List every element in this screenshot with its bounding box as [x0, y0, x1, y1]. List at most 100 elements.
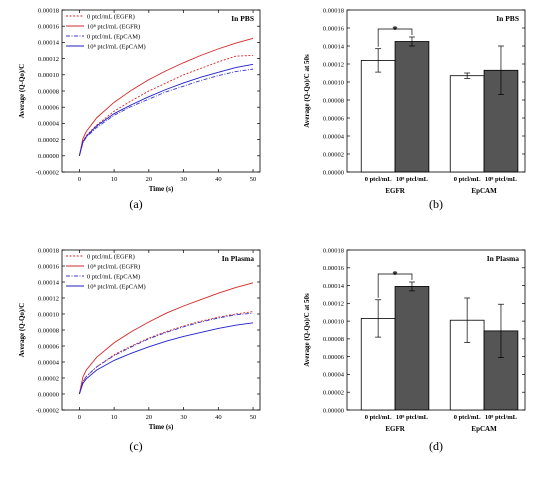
category-label-b-0-1: 10⁸ ptcl/mL	[396, 176, 429, 183]
y-tick-label-d: 0.00010	[323, 318, 344, 325]
plot-frame-d	[346, 249, 526, 411]
y-tick-label-c: 0.00018	[38, 247, 59, 254]
y-tick-label-c: 0.00010	[38, 311, 59, 318]
y-tick-label-d: 0.00016	[323, 265, 345, 272]
y-tick-label-b: 0.00018	[323, 7, 344, 14]
x-axis-label-a: Time (s)	[149, 185, 174, 193]
y-tick-label-a: -0.00002	[36, 169, 59, 176]
x-tick-label-c: 50	[250, 414, 257, 421]
category-label-d-0-0: 0 ptcl/mL	[365, 414, 393, 421]
group-label-b-1: EpCAM	[471, 187, 497, 195]
y-tick-label-b: 0.00006	[323, 115, 345, 122]
x-tick-label-a: 30	[180, 176, 187, 183]
significance-star-b: *	[392, 24, 398, 36]
legend-entry-c-3: 10⁸ ptcl/mL (EpCAM)	[87, 283, 146, 290]
y-tick-label-d: 0.00004	[323, 372, 345, 379]
panel-label-a: (a)	[129, 197, 142, 211]
bar-b-0-1	[394, 41, 430, 173]
series-line-a-0	[78, 54, 254, 156]
x-axis-label-c: Time (s)	[149, 423, 174, 431]
series-line-a-1	[78, 37, 254, 156]
y-tick-label-c: 0.00016	[38, 263, 60, 270]
y-tick-label-b: 0.00002	[323, 151, 344, 158]
group-label-d-0: EGFR	[385, 425, 405, 433]
legend-entry-a-1: 10⁸ ptcl/mL (EGFR)	[87, 23, 140, 30]
line-chart-a: -0.00002 0.00000 0.00002 0.00004 0.00006 0.00…	[18, 7, 261, 193]
y-tick-label-c: 0.00000	[38, 391, 59, 398]
y-tick-label-a: 0.00004	[38, 121, 60, 128]
significance-bracket-d	[377, 273, 413, 298]
y-tick-label-d: 0.00008	[323, 336, 344, 343]
y-tick-label-d: 0.00018	[323, 247, 344, 254]
legend-entry-a-3: 10⁸ ptcl/mL (EpCAM)	[87, 43, 146, 50]
y-tick-label-a: 0.00016	[38, 24, 60, 31]
y-axis-label-d: Average (Q-Qo)/C at 50s	[303, 293, 311, 367]
x-tick-label-c: 20	[146, 414, 153, 421]
y-tick-label-b: 0.00014	[323, 43, 345, 50]
x-tick-label-a: 40	[215, 176, 222, 183]
series-line-c-1	[78, 282, 254, 395]
bar-b-1-0	[449, 75, 485, 173]
x-tick-label-c: 30	[180, 414, 187, 421]
x-tick-label-c: 40	[215, 414, 222, 421]
x-tick-label-c: 10	[111, 414, 118, 421]
category-label-b-1-1: 10⁸ ptcl/mL	[485, 176, 518, 183]
series-line-c-2	[78, 312, 254, 395]
bar-d-1-1	[483, 330, 519, 411]
y-tick-label-a: 0.00012	[38, 56, 59, 63]
y-tick-label-d: 0.00000	[323, 407, 344, 414]
y-tick-label-b: 0.00000	[323, 169, 344, 176]
y-tick-label-d: 0.00006	[323, 354, 345, 361]
y-tick-label-c: 0.00006	[38, 343, 60, 350]
y-axis-label-b: Average (Q-Qo)/C at 50s	[303, 54, 311, 128]
condition-label-a: In PBS	[231, 14, 254, 23]
x-tick-label-a: 20	[146, 176, 153, 183]
panel-label-c: (c)	[129, 439, 142, 453]
series-line-c-3	[78, 322, 254, 395]
y-tick-label-c: -0.00002	[36, 407, 59, 414]
y-tick-label-a: 0.00014	[38, 40, 60, 47]
y-tick-label-b: 0.00008	[323, 97, 344, 104]
y-tick-label-b: 0.00016	[323, 25, 345, 32]
y-tick-label-c: 0.00012	[38, 295, 59, 302]
bar-d-0-1	[394, 286, 430, 411]
bar-chart-b: 0.00000 0.00002 0.00004 0.00006 0.00008 0.000…	[303, 7, 526, 195]
y-axis-label-c: Average (Q-Qo)/C	[18, 303, 26, 358]
x-tick-label-a: 50	[250, 176, 257, 183]
category-label-d-0-1: 10⁸ ptcl/mL	[396, 414, 429, 421]
panel-label-d: (d)	[429, 439, 443, 453]
y-tick-label-b: 0.00010	[323, 79, 344, 86]
legend-entry-c-2: 0 ptcl/mL (EpCAM)	[87, 273, 140, 280]
condition-label-d: In Plasma	[487, 254, 520, 263]
y-tick-label-d: 0.00012	[323, 301, 344, 308]
series-line-c-0	[78, 311, 254, 395]
plot-frame-b	[346, 9, 526, 173]
y-tick-label-b: 0.00012	[323, 61, 344, 68]
legend-entry-a-0: 0 ptcl/mL (EGFR)	[87, 13, 135, 20]
bar-b-0-0	[360, 60, 396, 173]
x-tick-label-c: 0	[78, 414, 81, 421]
condition-label-c: In Plasma	[222, 254, 255, 263]
category-label-b-0-0: 0 ptcl/mL	[365, 176, 393, 183]
group-label-d-1: EpCAM	[471, 425, 497, 433]
y-tick-label-c: 0.00002	[38, 375, 59, 382]
group-label-b-0: EGFR	[385, 187, 405, 195]
y-tick-label-c: 0.00008	[38, 327, 59, 334]
bar-chart-d: 0.00000 0.00002 0.00004 0.00006 0.00008 0.000…	[303, 247, 526, 433]
panel-label-b: (b)	[429, 197, 443, 211]
y-tick-label-a: 0.00000	[38, 153, 59, 160]
y-tick-label-d: 0.00014	[323, 283, 345, 290]
category-label-d-1-1: 10⁸ ptcl/mL	[485, 414, 518, 421]
x-tick-label-a: 0	[78, 176, 81, 183]
category-label-d-1-0: 0 ptcl/mL	[454, 414, 482, 421]
series-line-a-2	[78, 68, 254, 156]
line-chart-c: -0.00002 0.00000 0.00002 0.00004 0.00006 0.00…	[18, 247, 261, 431]
category-label-b-1-0: 0 ptcl/mL	[454, 176, 482, 183]
y-tick-label-a: 0.00006	[38, 105, 60, 112]
y-tick-label-b: 0.00004	[323, 133, 345, 140]
legend-entry-c-0: 0 ptcl/mL (EGFR)	[87, 253, 135, 260]
x-tick-label-a: 10	[111, 176, 118, 183]
y-tick-label-a: 0.00002	[38, 137, 59, 144]
y-tick-label-a: 0.00010	[38, 72, 59, 79]
